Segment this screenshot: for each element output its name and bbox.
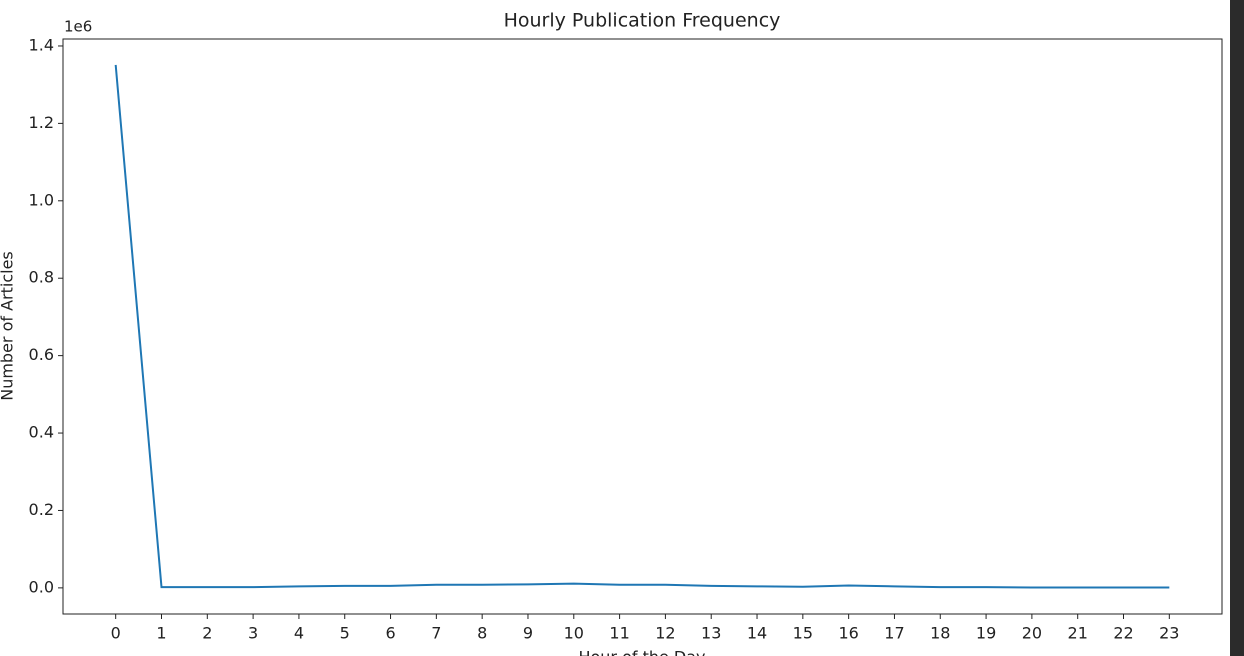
x-tick-label: 14 [747,624,767,643]
line [114,64,1170,589]
y-tick-label: 1.2 [29,113,54,132]
x-tick-label: 5 [340,624,350,643]
x-tick-label: 21 [1068,624,1088,643]
y-tick-label: 0.0 [29,577,54,596]
plot-frame [62,38,1223,615]
x-tick-label: 9 [523,624,533,643]
y-offset-label: 1e6 [64,18,92,36]
x-axis-label: Hour of the Day [578,648,705,656]
x-tick-label: 12 [655,624,675,643]
x-tick-label: 3 [248,624,258,643]
x-tick-label: 20 [1022,624,1042,643]
x-tick-label: 2 [202,624,212,643]
x-tick-label: 19 [976,624,996,643]
y-tick-label: 0.4 [29,423,54,442]
x-tick-label: 23 [1159,624,1179,643]
y-tick-label: 0.6 [29,345,54,364]
y-tick-label: 1.4 [29,35,54,54]
window-edge [1230,0,1244,656]
y-tick-label: 0.2 [29,500,54,519]
x-tick-label: 4 [294,624,304,643]
x-tick-label: 7 [431,624,441,643]
x-tick-label: 13 [701,624,721,643]
x-tick-label: 11 [609,624,629,643]
x-tick-label: 6 [385,624,395,643]
x-tick-label: 10 [564,624,584,643]
y-axis-label: Number of Articles [0,251,17,401]
x-tick-label: 16 [838,624,858,643]
x-tick-label: 0 [111,624,121,643]
x-tick-label: 1 [156,624,166,643]
x-tick-label: 18 [930,624,950,643]
x-tick-label: 8 [477,624,487,643]
x-tick-label: 22 [1113,624,1133,643]
x-tick-label: 17 [884,624,904,643]
x-tick-label: 15 [793,624,813,643]
y-tick-label: 0.8 [29,268,54,287]
y-tick-label: 1.0 [29,190,54,209]
chart-title: Hourly Publication Frequency [504,10,781,32]
